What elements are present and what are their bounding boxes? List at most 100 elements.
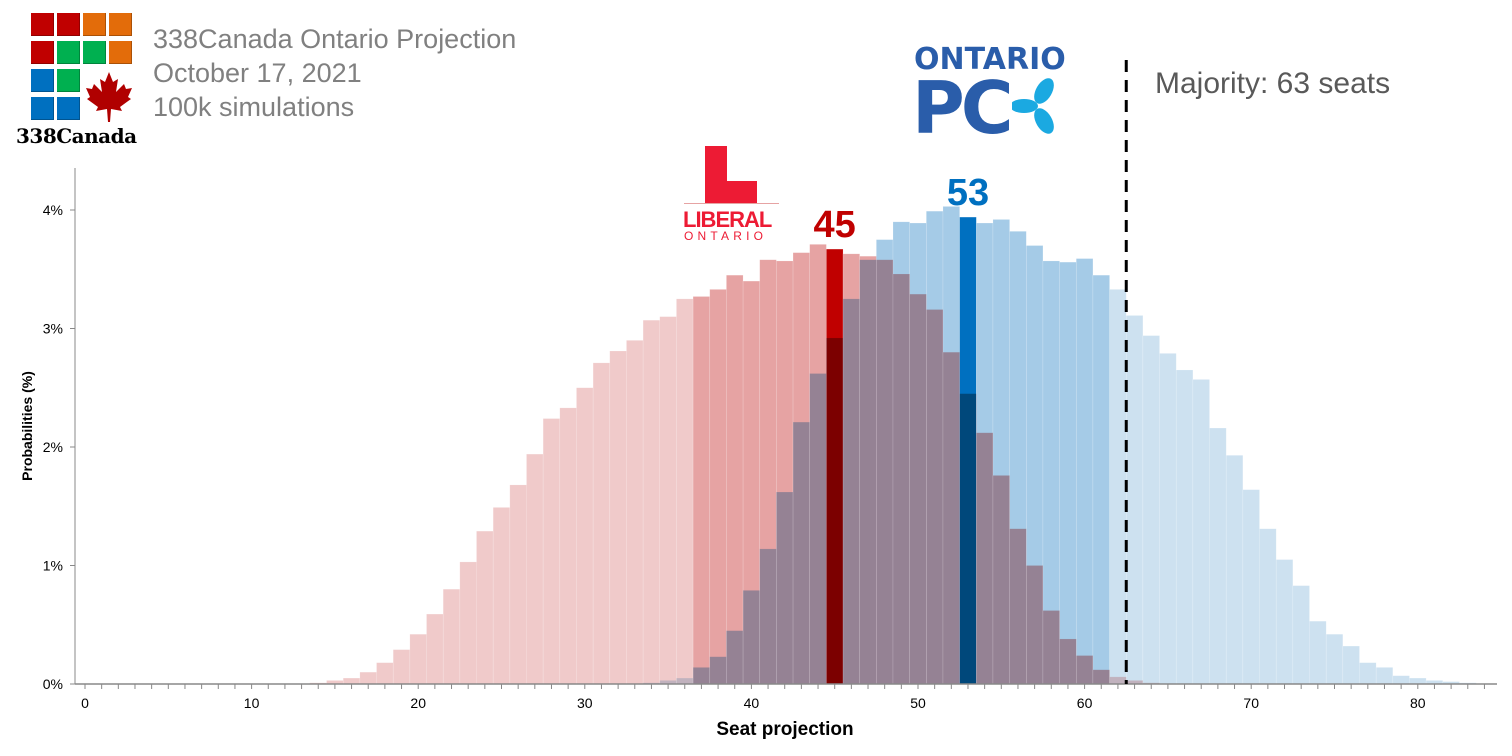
liberal-bar-seat-17 (359, 671, 377, 685)
pc-bar-seat-60 (1075, 258, 1094, 685)
liberal-bar-seat-20 (409, 633, 427, 685)
pc-bar-seat-54 (976, 222, 994, 685)
pc-median-label: 53 (947, 172, 989, 214)
pc-bar-seat-37 (692, 667, 711, 685)
pc-bar-seat-40 (742, 590, 761, 685)
liberal-bar-seat-35 (659, 316, 677, 685)
logo-square (31, 97, 54, 120)
pc-bar-seat-57 (1025, 245, 1044, 685)
y-tick-label: 3% (43, 321, 63, 337)
maple-leaf-icon (86, 72, 132, 122)
pc-bar-seat-46 (842, 298, 860, 685)
pc-bar-seat-67 (1192, 379, 1210, 685)
liberal-bar-seat-38 (709, 289, 727, 685)
pc-bar-seat-75 (1325, 633, 1344, 685)
brand-name: 338Canada (16, 124, 137, 148)
pc-bar-seat-48 (876, 239, 894, 685)
pc-bar-seat-63 (1125, 315, 1144, 685)
pc-bar-seat-52 (942, 206, 960, 685)
pc-bar-seat-51 (926, 210, 944, 685)
liberal-bar-seat-37 (692, 296, 711, 685)
pc-bar-seat-55 (992, 219, 1010, 685)
pc-bar-seat-53 (959, 216, 977, 685)
pc-bar-seat-72 (1275, 559, 1294, 685)
liberal-bar-seat-23 (459, 561, 477, 685)
pc-bar-seat-62 (1109, 289, 1127, 685)
pc-bar-seat-74 (1309, 620, 1327, 685)
pc-bar-seat-59 (1059, 261, 1077, 685)
pc-bar-seat-76 (1342, 645, 1360, 685)
pc-bar-seat-36 (676, 677, 694, 685)
logo-square (57, 41, 80, 64)
x-tick-label: 50 (910, 695, 926, 711)
liberal-bar-seat-33 (626, 340, 644, 685)
pc-bar-seat-44 (809, 373, 827, 685)
liberal-l-stem (705, 146, 727, 186)
pc-bar-seat-39 (726, 630, 744, 685)
liberal-bar-seat-34 (642, 319, 661, 685)
liberal-bar-seat-22 (442, 588, 461, 685)
liberal-bar-seat-24 (476, 530, 494, 685)
pc-bar-seat-73 (1292, 585, 1310, 685)
liberal-bar-seat-39 (726, 274, 744, 685)
liberal-logo-text: LIBERAL (683, 207, 772, 232)
liberal-l-foot (705, 181, 757, 203)
x-tick-label: 0 (81, 695, 89, 711)
x-tick-label: 20 (410, 695, 426, 711)
pc-bar-seat-71 (1259, 528, 1277, 685)
pc-bar-seat-61 (1092, 274, 1110, 685)
y-tick-label: 1% (43, 558, 63, 574)
pc-bar-seat-42 (776, 491, 794, 685)
pc-bar-seat-70 (1242, 489, 1260, 685)
chart-title: 338Canada Ontario Projection (153, 24, 517, 54)
liberal-median-label: 45 (814, 204, 856, 246)
logo-square (83, 13, 106, 36)
liberal-bar-seat-31 (592, 362, 611, 685)
pc-logo-text-pc: PC (912, 66, 1014, 150)
liberal-bar-seat-32 (609, 350, 627, 685)
pc-bar-seat-69 (1225, 454, 1244, 685)
logo-square (83, 41, 106, 64)
pc-bar-seat-47 (859, 259, 877, 685)
x-tick-label: 80 (1410, 695, 1426, 711)
ontario-liberal-logo: LIBERAL ONTARIO (683, 146, 783, 243)
pc-bar-seat-77 (1359, 662, 1377, 685)
liberal-bar-seat-30 (576, 387, 594, 685)
liberal-logo-rule (684, 203, 779, 204)
liberal-bar-seat-28 (542, 418, 561, 685)
x-tick-label: 30 (577, 695, 593, 711)
logo-square (57, 69, 80, 92)
pc-bar-seat-50 (909, 222, 927, 685)
axes: 0 10 20 30 40 50 60 70 80 0% 1% 2% 3% 4% (43, 60, 1497, 711)
y-tick-label: 0% (43, 676, 63, 692)
pc-bar-seat-78 (1375, 667, 1394, 685)
simulation-count: 100k simulations (153, 92, 355, 122)
pc-bar-seat-58 (1042, 260, 1060, 685)
x-tick-label: 70 (1243, 695, 1259, 711)
pc-bar-seat-45 (826, 337, 844, 685)
liberal-bar-seat-26 (509, 484, 527, 685)
pc-bar-seat-56 (1009, 231, 1027, 685)
logo-square (31, 41, 54, 64)
pc-bar-seat-66 (1175, 369, 1194, 685)
pc-logo-text-ontario: ONTARIO (914, 42, 1066, 77)
liberal-bar-seat-29 (559, 407, 577, 685)
pc-bars (642, 206, 1477, 685)
liberal-bar-seat-18 (376, 662, 394, 685)
pc-bar-seat-68 (1209, 427, 1227, 685)
ontario-pc-logo: ONTARIO PC (912, 42, 1066, 150)
pc-bar-seat-43 (792, 421, 811, 685)
pc-bar-seat-49 (892, 221, 910, 685)
liberal-bar-seat-21 (426, 613, 444, 685)
liberal-bar-seat-25 (492, 507, 511, 685)
y-tick-label: 2% (43, 439, 63, 455)
liberal-bar-seat-36 (676, 298, 694, 685)
liberal-logo-subtext: ONTARIO (684, 229, 768, 243)
logo-square (109, 41, 132, 64)
liberal-bar-seat-16 (342, 677, 361, 685)
logo-square (57, 97, 80, 120)
logo-square (31, 13, 54, 36)
liberal-bar-seat-27 (526, 453, 544, 685)
y-tick-label: 4% (43, 202, 63, 218)
